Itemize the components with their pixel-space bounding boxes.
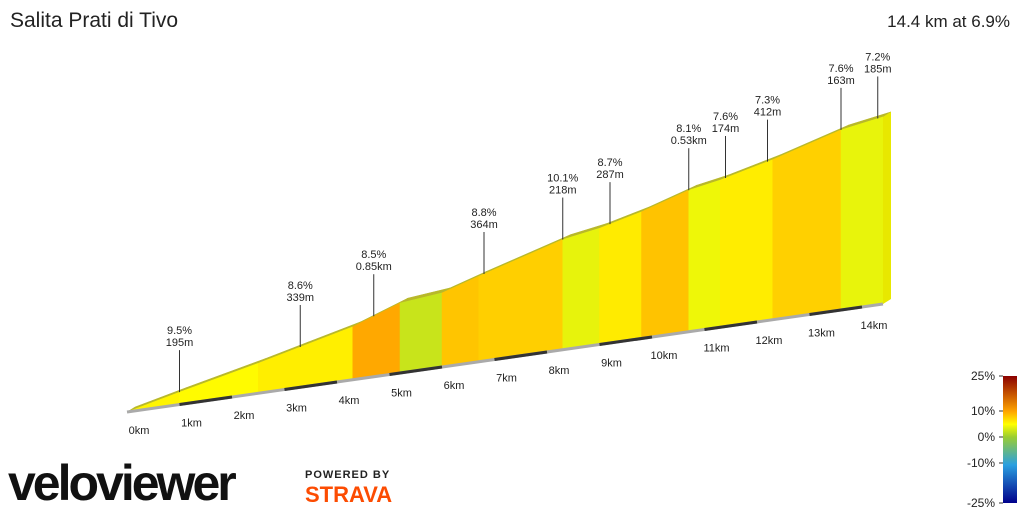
powered-by: POWERED BY	[305, 469, 390, 481]
x-tick-label: 2km	[234, 410, 255, 422]
km-segment	[494, 350, 548, 361]
annotation-gradient: 9.5%	[167, 325, 192, 337]
km-segment	[704, 320, 758, 331]
strava: STRAVA	[305, 482, 392, 507]
x-tick-label: 4km	[339, 395, 360, 407]
profile-segment	[399, 292, 443, 374]
x-tick-label: 5km	[391, 388, 412, 400]
annotation-length: 163m	[827, 75, 855, 87]
annotation-gradient: 7.6%	[713, 111, 738, 123]
chart-title: Salita Prati di Tivo	[10, 9, 178, 32]
profile-segment	[562, 227, 600, 351]
x-tick-label: 14km	[861, 320, 888, 332]
legend-label: -10%	[967, 456, 995, 470]
profile-segment	[840, 116, 884, 311]
profile-segment	[688, 179, 721, 333]
km-segment	[284, 380, 338, 391]
annotation-length: 185m	[864, 63, 892, 75]
x-tick-label: 3km	[286, 403, 307, 415]
profile-segment	[599, 211, 642, 345]
x-tick-label: 12km	[756, 335, 783, 347]
annotation-length: 0.85km	[356, 261, 392, 273]
annotation-length: 0.53km	[671, 135, 707, 147]
x-tick-label: 13km	[808, 328, 835, 340]
annotation-length: 174m	[712, 123, 740, 135]
annotation-gradient: 8.7%	[597, 157, 622, 169]
x-tick-label: 6km	[444, 380, 465, 392]
profile-segment	[478, 239, 563, 363]
profile-segment	[772, 129, 842, 321]
annotation-length: 195m	[166, 337, 194, 349]
logo: veloviewer	[8, 455, 236, 511]
x-tick-label: 0km	[129, 425, 150, 437]
annotation-length: 339m	[286, 292, 314, 304]
annotation-gradient: 8.6%	[288, 280, 313, 292]
annotation-length: 287m	[596, 169, 624, 181]
km-segment	[809, 305, 863, 316]
x-tick-label: 9km	[601, 358, 622, 370]
x-tick-label: 11km	[703, 343, 729, 355]
legend-bar	[1003, 376, 1017, 503]
annotation-length: 218m	[549, 185, 577, 197]
annotation-gradient: 7.6%	[828, 63, 853, 75]
annotation-gradient: 7.2%	[865, 51, 890, 63]
km-segment	[179, 395, 233, 406]
x-tick-label: 7km	[496, 373, 517, 385]
annotation-gradient: 8.1%	[676, 123, 701, 135]
profile-segment	[641, 189, 689, 339]
annotation-length: 364m	[470, 219, 498, 231]
x-tick-label: 10km	[651, 350, 678, 362]
legend-label: 10%	[971, 404, 995, 418]
x-tick-label: 1km	[181, 418, 202, 430]
x-tick-label: 8km	[549, 365, 570, 377]
chart-subtitle: 14.4 km at 6.9%	[887, 12, 1010, 31]
annotation-length: 412m	[754, 107, 782, 119]
profile-end	[883, 111, 891, 304]
annotation-gradient: 8.8%	[471, 207, 496, 219]
km-segment	[599, 335, 653, 346]
profile-segment	[720, 159, 773, 328]
km-segment	[389, 365, 443, 376]
annotation-gradient: 10.1%	[547, 173, 578, 185]
annotation-gradient: 7.3%	[755, 95, 780, 107]
legend-label: 25%	[971, 369, 995, 383]
legend-label: -25%	[967, 496, 995, 510]
annotation-gradient: 8.5%	[361, 249, 386, 261]
legend-label: 0%	[978, 430, 996, 444]
